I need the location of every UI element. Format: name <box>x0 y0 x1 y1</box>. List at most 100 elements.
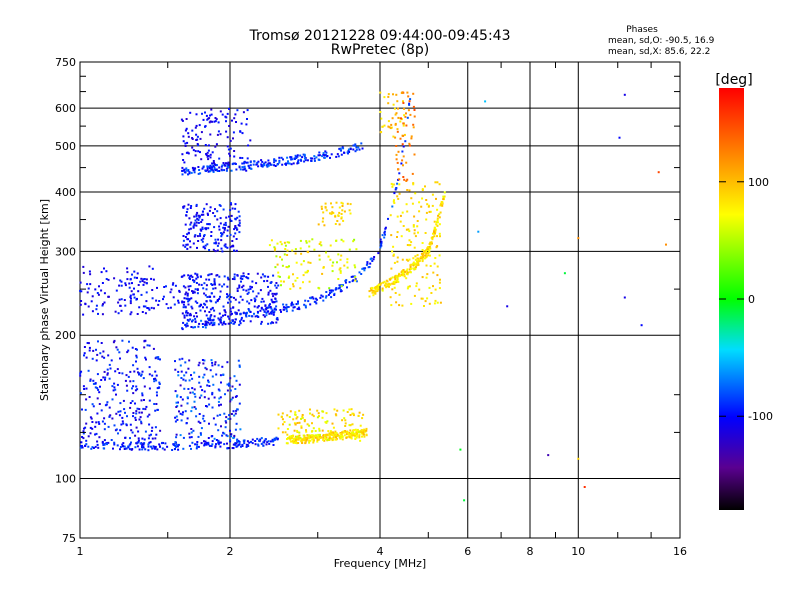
echo-point <box>281 418 284 421</box>
echo-point <box>406 210 409 213</box>
echo-point <box>219 290 222 293</box>
echo-point <box>396 195 399 198</box>
echo-point <box>114 310 117 313</box>
echo-point <box>224 221 227 224</box>
echo-point <box>184 286 187 289</box>
echo-point <box>213 163 216 166</box>
echo-point <box>214 363 217 366</box>
echo-point <box>380 117 383 120</box>
echo-point <box>310 159 313 162</box>
echo-point <box>97 388 100 391</box>
echo-point <box>208 273 211 276</box>
echo-point <box>280 415 283 418</box>
echo-point <box>100 342 103 344</box>
echo-point <box>262 441 265 444</box>
echo-point <box>222 322 225 325</box>
echo-point <box>187 274 190 277</box>
echo-point <box>264 304 267 307</box>
echo-point <box>203 440 205 443</box>
echo-point <box>239 156 242 159</box>
echo-point <box>397 275 400 278</box>
echo-point <box>339 270 342 273</box>
echo-point <box>190 431 193 434</box>
echo-point <box>338 284 341 287</box>
echo-point <box>379 91 382 94</box>
echo-point <box>209 170 211 173</box>
echo-point <box>80 370 83 373</box>
echo-point <box>362 431 364 434</box>
echo-point <box>344 431 347 434</box>
echo-point <box>436 181 439 184</box>
echo-point <box>208 403 211 406</box>
echo-point <box>223 412 226 415</box>
echo-point <box>223 244 226 247</box>
echo-point <box>260 163 263 166</box>
echo-point <box>246 292 249 295</box>
echo-point <box>185 211 188 213</box>
echo-point <box>189 207 192 209</box>
echo-point <box>404 140 407 143</box>
echo-point <box>212 383 215 386</box>
echo-point <box>391 205 394 208</box>
echo-point <box>140 420 143 423</box>
echo-point <box>129 423 132 426</box>
echo-point <box>230 321 232 324</box>
echo-point <box>222 162 225 164</box>
echo-point <box>107 354 110 357</box>
echo-point <box>204 326 207 329</box>
echo-point <box>205 443 208 446</box>
echo-point <box>94 288 97 291</box>
echo-point <box>257 444 260 447</box>
echo-point <box>151 447 154 450</box>
echo-point <box>180 404 183 407</box>
echo-point <box>436 301 439 304</box>
echo-point <box>296 162 299 165</box>
echo-point <box>189 312 192 315</box>
echo-point <box>371 260 374 262</box>
echo-point <box>423 250 426 253</box>
echo-point <box>195 124 198 127</box>
echo-point <box>238 215 241 218</box>
echo-point <box>270 163 273 166</box>
echo-point <box>204 310 206 313</box>
echo-point <box>234 412 237 415</box>
echo-point <box>198 169 201 171</box>
echo-point <box>340 238 343 241</box>
echo-point <box>226 389 229 392</box>
echo-point <box>111 398 114 401</box>
echo-point <box>142 407 145 410</box>
echo-point <box>271 321 273 324</box>
echo-point <box>218 389 221 392</box>
echo-point <box>428 286 431 289</box>
echo-point <box>313 248 316 251</box>
echo-point <box>201 218 204 221</box>
echo-point <box>87 305 90 308</box>
echo-point <box>409 244 412 246</box>
echo-point <box>148 434 151 437</box>
echo-point <box>196 443 199 446</box>
echo-point <box>247 165 250 168</box>
echo-point <box>284 431 287 434</box>
echo-point <box>249 311 252 313</box>
echo-point <box>235 121 237 123</box>
echo-point <box>394 123 397 126</box>
echo-point <box>348 424 351 427</box>
echo-point <box>102 443 105 446</box>
echo-point <box>189 278 191 280</box>
echo-point <box>129 402 132 404</box>
echo-point <box>421 276 424 279</box>
echo-point <box>148 387 151 390</box>
echo-point <box>134 419 137 421</box>
echo-point <box>484 100 487 103</box>
echo-point <box>369 258 372 261</box>
echo-point <box>387 217 389 220</box>
echo-point <box>214 361 217 364</box>
echo-point <box>248 314 251 317</box>
echo-point <box>389 277 392 280</box>
echo-point <box>274 165 277 167</box>
echo-point <box>304 271 307 274</box>
echo-point <box>236 408 239 411</box>
echo-point <box>262 300 265 303</box>
echo-point <box>362 413 365 416</box>
echo-point <box>80 445 83 447</box>
